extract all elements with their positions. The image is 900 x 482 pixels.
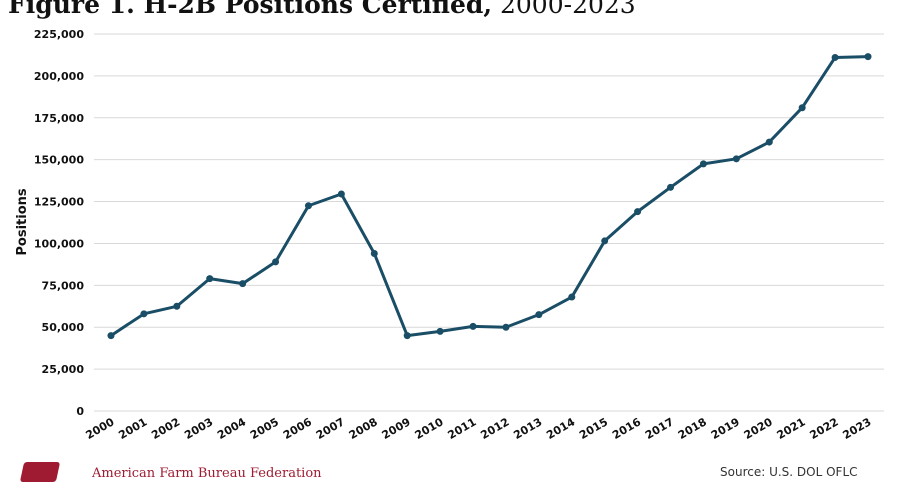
series-line bbox=[110, 55, 869, 338]
x-tick-label: 2007 bbox=[314, 415, 347, 442]
x-tick-label: 2020 bbox=[742, 415, 775, 442]
x-tick-label: 2005 bbox=[248, 415, 281, 442]
y-tick-label: 75,000 bbox=[42, 279, 85, 292]
afbf-logo-icon bbox=[19, 462, 61, 482]
organization-name: American Farm Bureau Federation bbox=[92, 465, 322, 481]
x-axis-ticks: 2000 2001 2002 2003 2004 2005 2006 2007 2008 2009… bbox=[83, 415, 873, 442]
chart-title: Figure 1. H-2B Positions Certified, 2000… bbox=[8, 0, 636, 22]
series-line-layer bbox=[110, 55, 869, 338]
x-tick-label: 2003 bbox=[182, 415, 215, 442]
data-point bbox=[831, 53, 839, 61]
y-tick-label: 150,000 bbox=[34, 154, 84, 167]
y-tick-label: 100,000 bbox=[34, 237, 84, 250]
x-tick-label: 2011 bbox=[446, 415, 479, 442]
data-point bbox=[436, 327, 444, 335]
gridlines bbox=[94, 33, 884, 412]
data-point bbox=[535, 311, 543, 319]
data-point bbox=[337, 190, 345, 198]
chart-title-main: Figure 1. H-2B Positions Certified, bbox=[8, 0, 493, 19]
x-tick-label: 2016 bbox=[610, 415, 643, 442]
x-tick-label: 2004 bbox=[215, 415, 248, 442]
x-tick-label: 2008 bbox=[347, 415, 380, 442]
x-tick-label: 2023 bbox=[840, 415, 873, 442]
x-tick-label: 2000 bbox=[83, 415, 116, 442]
x-tick-label: 2013 bbox=[511, 415, 544, 442]
data-point bbox=[798, 104, 806, 112]
y-tick-label: 0 bbox=[76, 405, 84, 418]
data-point bbox=[272, 258, 280, 266]
x-tick-label: 2015 bbox=[577, 415, 610, 442]
x-tick-label: 2021 bbox=[775, 415, 808, 442]
data-point bbox=[765, 138, 773, 146]
data-point bbox=[699, 160, 707, 168]
chart-title-years: 2000-2023 bbox=[492, 0, 636, 19]
x-tick-label: 2012 bbox=[478, 415, 511, 442]
x-tick-label: 2009 bbox=[380, 415, 413, 442]
x-tick-label: 2002 bbox=[149, 415, 182, 442]
x-tick-label: 2017 bbox=[643, 415, 676, 442]
data-point bbox=[667, 183, 675, 191]
y-tick-label: 50,000 bbox=[42, 321, 85, 334]
data-point bbox=[469, 322, 477, 330]
data-point bbox=[107, 332, 115, 340]
footer-branding: American Farm Bureau Federation bbox=[19, 462, 322, 482]
data-point bbox=[370, 249, 378, 257]
data-point bbox=[304, 202, 312, 210]
data-point bbox=[140, 310, 148, 318]
data-point bbox=[864, 53, 872, 61]
data-point bbox=[634, 208, 642, 216]
x-tick-label: 2019 bbox=[709, 415, 742, 442]
y-axis-label: Positions bbox=[15, 188, 30, 256]
x-tick-label: 2018 bbox=[676, 415, 709, 442]
y-tick-label: 225,000 bbox=[34, 28, 84, 41]
x-tick-label: 2006 bbox=[281, 415, 314, 442]
y-tick-label: 200,000 bbox=[34, 70, 84, 83]
data-point bbox=[403, 332, 411, 340]
x-tick-label: 2014 bbox=[544, 415, 577, 442]
y-axis-ticks: 0 25,000 50,000 75,000 100,000 125,000 150,000… bbox=[34, 28, 84, 418]
x-tick-label: 2010 bbox=[413, 415, 446, 442]
source-note: Source: U.S. DOL OFLC bbox=[720, 465, 858, 479]
data-point bbox=[239, 280, 247, 288]
y-tick-label: 125,000 bbox=[34, 196, 84, 209]
data-point bbox=[502, 323, 510, 331]
data-point bbox=[601, 237, 609, 245]
data-point bbox=[173, 302, 181, 310]
data-point bbox=[568, 293, 576, 301]
data-point bbox=[732, 155, 740, 163]
y-tick-label: 25,000 bbox=[42, 363, 85, 376]
series-points bbox=[107, 53, 872, 340]
data-point bbox=[206, 275, 214, 283]
y-tick-label: 175,000 bbox=[34, 112, 84, 125]
x-tick-label: 2022 bbox=[808, 415, 841, 442]
x-tick-label: 2001 bbox=[116, 415, 149, 442]
